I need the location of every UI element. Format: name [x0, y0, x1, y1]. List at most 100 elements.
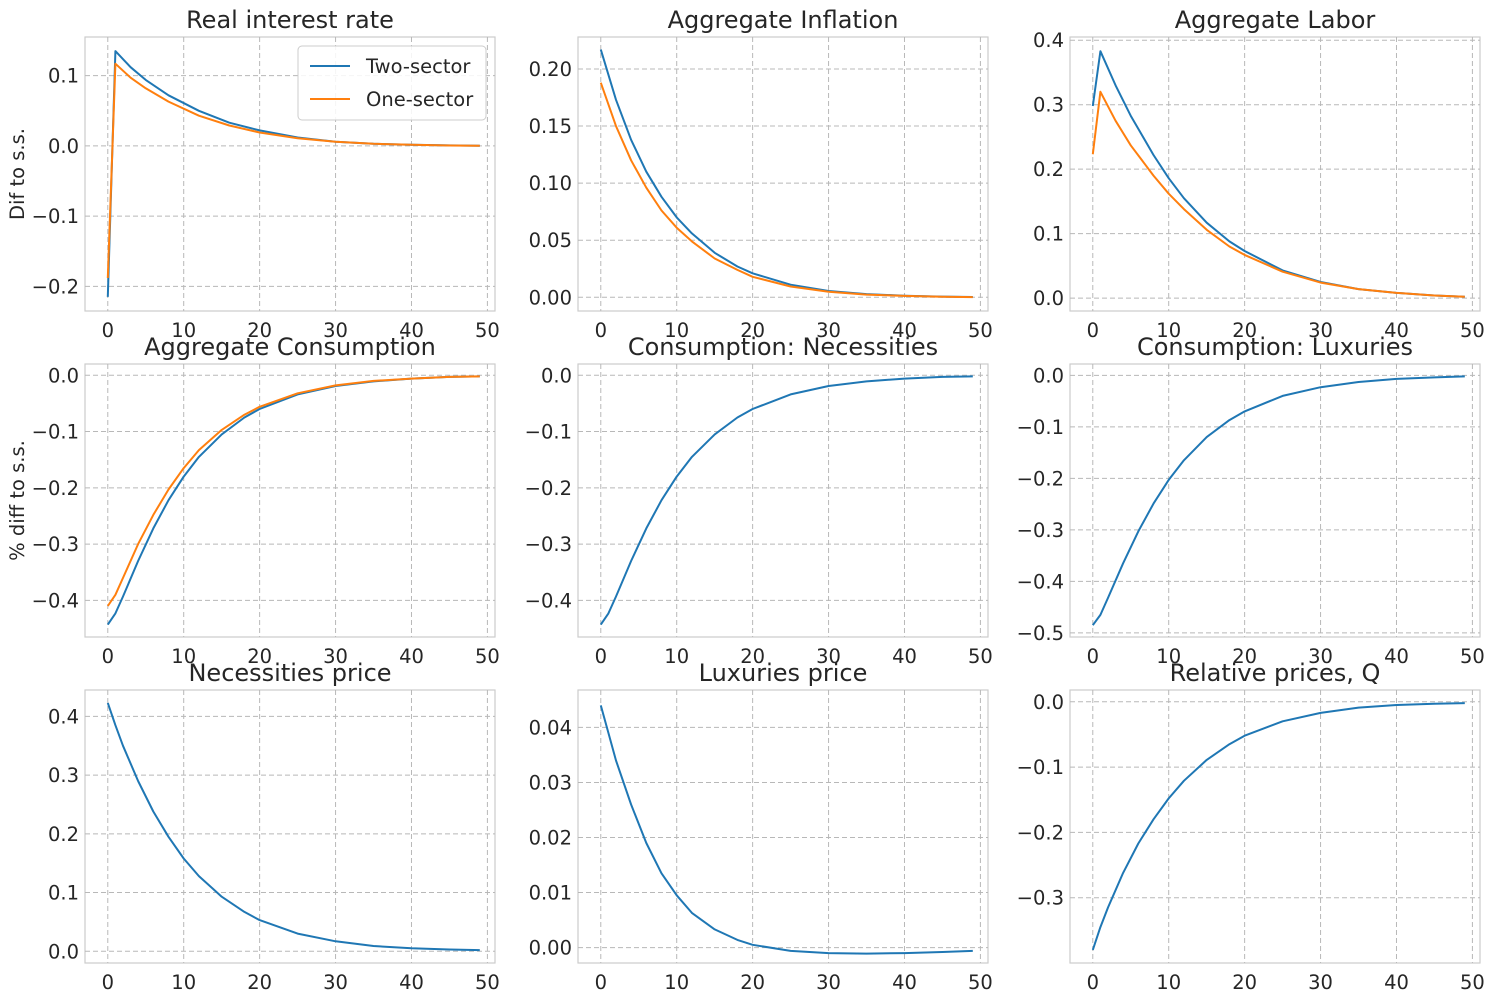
x-tick-label: 10: [171, 319, 196, 342]
x-tick-label: 0: [1087, 645, 1099, 668]
panel-title: Consumption: Luxuries: [1137, 333, 1413, 361]
y-tick-label: 0.0: [1033, 364, 1064, 387]
x-tick-label: 40: [399, 971, 424, 994]
x-tick-label: 20: [740, 645, 765, 668]
y-tick-label: 0.01: [529, 882, 572, 905]
y-axis-label: % diff to s.s.: [6, 440, 29, 561]
x-tick-label: 20: [1232, 971, 1257, 994]
y-tick-label: 0.0: [541, 364, 572, 387]
panel-3: 0 10 20 30 40 50 0.0 0.1 0.2 0.3 0.4 Aggregate Labo…: [1033, 6, 1485, 342]
x-tick-label: 0: [102, 645, 114, 668]
panel-1: 0 10 20 30 40 50 −0.2 −0.1 0.0 0.1 Real interest r…: [6, 6, 500, 342]
x-tick-label: 0: [102, 319, 114, 342]
x-tick-label: 40: [892, 971, 917, 994]
y-tick-label: −0.3: [32, 533, 79, 556]
y-tick-label: 0.05: [529, 229, 572, 252]
y-tick-label: −0.2: [1017, 821, 1064, 844]
y-tick-label: 0.00: [529, 937, 572, 960]
y-tick-label: 0.4: [1033, 29, 1064, 52]
legend: Two-sector One-sector: [297, 45, 487, 121]
y-tick-label: −0.5: [1017, 622, 1064, 645]
y-tick-label: 0.10: [529, 172, 572, 195]
y-tick-label: 0.0: [48, 364, 79, 387]
y-tick-label: 0.3: [48, 764, 79, 787]
panel-title: Aggregate Labor: [1175, 6, 1376, 34]
x-tick-label: 10: [1156, 971, 1181, 994]
y-tick-label: −0.1: [1017, 416, 1064, 439]
x-tick-label: 40: [892, 319, 917, 342]
panel-title: Aggregate Inflation: [668, 6, 899, 34]
panel-5: 0 10 20 30 40 50 −0.4 −0.3 −0.2 −0.1 0.0 Consumptio…: [525, 333, 993, 668]
x-tick-label: 50: [968, 645, 993, 668]
panel-6: 0 10 20 30 40 50 −0.5 −0.4 −0.3 −0.2 −0.1 0.0 Consum…: [1017, 333, 1485, 668]
panel-title: Aggregate Consumption: [144, 333, 436, 361]
legend-label: One-sector: [366, 88, 474, 111]
x-tick-label: 0: [102, 971, 114, 994]
series-line-series-1: [599, 375, 973, 626]
plot-area: [84, 363, 496, 638]
x-tick-label: 30: [1308, 319, 1333, 342]
x-tick-label: 40: [1384, 645, 1409, 668]
series-line-series-1: [1091, 375, 1465, 626]
x-tick-label: 30: [816, 971, 841, 994]
x-tick-label: 0: [1087, 319, 1099, 342]
x-tick-label: 40: [399, 645, 424, 668]
plot-area: [1069, 36, 1481, 312]
y-tick-label: 0.0: [48, 940, 79, 963]
x-tick-label: 40: [892, 645, 917, 668]
x-tick-label: 20: [1232, 645, 1257, 668]
series-line-series-1: [1091, 702, 1465, 951]
x-tick-label: 50: [968, 319, 993, 342]
x-tick-label: 0: [595, 319, 607, 342]
y-tick-label: 0.0: [1033, 691, 1064, 714]
panel-title: Luxuries price: [699, 659, 868, 687]
plot-area: [577, 36, 989, 312]
x-tick-label: 20: [740, 971, 765, 994]
plot-area: [577, 363, 989, 638]
y-tick-label: −0.3: [525, 533, 572, 556]
panel-title: Necessities price: [188, 659, 391, 687]
y-tick-label: 0.3: [1033, 94, 1064, 117]
x-tick-label: 50: [475, 645, 500, 668]
y-tick-label: 0.2: [1033, 158, 1064, 181]
x-tick-label: 20: [1232, 319, 1257, 342]
y-axis-label: Dif to s.s.: [6, 128, 29, 220]
panel-8: 0 10 20 30 40 50 0.00 0.01 0.02 0.03 0.04 Luxuries …: [529, 659, 993, 994]
x-tick-label: 50: [1460, 971, 1485, 994]
y-tick-label: −0.4: [1017, 570, 1064, 593]
panel-9: 0 10 20 30 40 50 −0.3 −0.2 −0.1 0.0 Relative price…: [1017, 659, 1485, 994]
y-tick-label: 0.15: [529, 115, 572, 138]
y-tick-label: −0.1: [32, 421, 79, 444]
panel-2: 0 10 20 30 40 50 0.00 0.05 0.10 0.15 0.20 Aggregate…: [529, 6, 993, 342]
x-tick-label: 0: [1087, 971, 1099, 994]
x-tick-label: 40: [1384, 319, 1409, 342]
legend-box: [297, 45, 487, 121]
panel-7: 0 10 20 30 40 50 0.0 0.1 0.2 0.3 0.4 Necessities pr…: [48, 659, 500, 994]
x-tick-label: 50: [1460, 645, 1485, 668]
panel-4: 0 10 20 30 40 50 −0.4 −0.3 −0.2 −0.1 0.0 Aggregate …: [6, 333, 500, 668]
series-line-series-2: [106, 375, 480, 607]
y-tick-label: 0.00: [529, 286, 572, 309]
y-tick-label: 0.1: [48, 65, 79, 88]
y-tick-label: 0.20: [529, 58, 572, 81]
x-tick-label: 50: [968, 971, 993, 994]
y-tick-label: −0.4: [32, 589, 79, 612]
plot-area: [1069, 689, 1481, 964]
x-tick-label: 30: [323, 645, 348, 668]
x-tick-label: 20: [247, 971, 272, 994]
x-tick-label: 30: [1308, 971, 1333, 994]
y-tick-label: −0.1: [525, 421, 572, 444]
plot-area: [84, 689, 496, 964]
x-tick-label: 40: [1384, 971, 1409, 994]
y-tick-label: 0.03: [529, 771, 572, 794]
x-tick-label: 30: [816, 319, 841, 342]
x-tick-label: 0: [595, 645, 607, 668]
y-tick-label: −0.2: [525, 477, 572, 500]
x-tick-label: 40: [399, 319, 424, 342]
plot-area: [577, 689, 989, 964]
x-tick-label: 10: [664, 645, 689, 668]
series-line-series-1: [599, 705, 973, 955]
panel-title: Consumption: Necessities: [628, 333, 938, 361]
y-tick-label: −0.1: [1017, 756, 1064, 779]
x-tick-label: 10: [1156, 645, 1181, 668]
